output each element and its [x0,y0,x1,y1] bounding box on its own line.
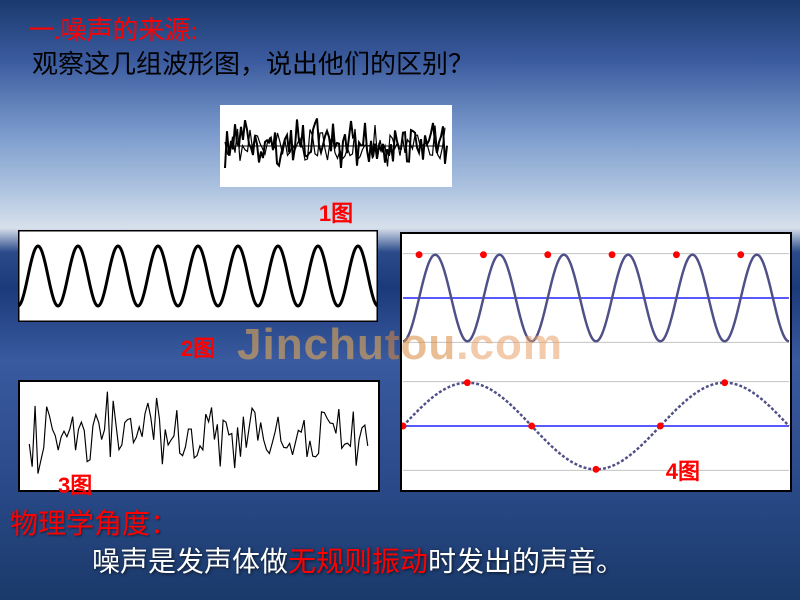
section-subheading: 观察这几组波形图，说出他们的区别？ [32,44,474,81]
waveform-noise-icon [220,105,452,187]
footer-suffix: 时发出的声音。 [428,547,624,578]
figure-3-caption: 3图 [58,468,92,500]
figure-2: 2图 [18,230,378,363]
figure-4-caption: 4图 [666,454,700,486]
footer-prefix: 噪声是发声体做 [92,547,288,578]
figure-3: 3图 [18,380,380,497]
section-heading: 一.噪声的来源: [28,10,198,47]
figure-2-caption: 2图 [18,331,378,363]
figure-4: 4图 [400,232,792,497]
footer-title: 物理学角度： [10,502,178,542]
footer-body: 噪声是发声体做无规则振动时发出的声音。 [92,540,624,580]
figure-1-caption: 1图 [220,196,452,228]
waveform-sine-icon [18,230,378,322]
waveform-dual-sine-icon [400,232,792,492]
figure-1: 1图 [220,105,452,228]
footer-highlight: 无规则振动 [288,547,428,578]
